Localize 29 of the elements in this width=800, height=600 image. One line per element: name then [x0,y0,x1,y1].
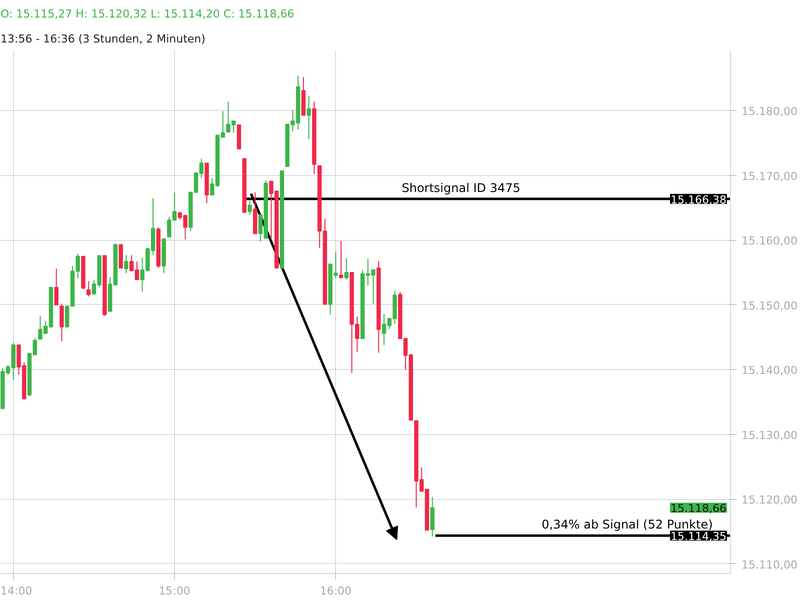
candlestick [54,268,58,306]
candlestick [124,254,128,274]
candlestick [248,200,252,216]
candlestick [118,244,123,268]
candlestick [306,95,311,140]
y-tick-label: 15.110,00 [742,558,798,572]
x-tick-label: 15:00 [158,584,190,598]
annotation: Shortsignal ID 3475 [402,180,520,195]
candlestick [430,496,434,538]
annotation: 0,34% ab Signal (52 Punkte) [542,518,713,532]
y-tick-label: 15.160,00 [742,234,798,248]
y-tick-label: 15.170,00 [742,170,798,183]
candlestick [236,124,242,150]
ref-line-label: 15.166,38 [670,193,726,206]
candlestick [338,240,344,278]
y-tick-label: 15.140,00 [742,364,798,378]
y-tick-label: 15.150,00 [742,299,798,312]
candlestick [86,280,91,297]
chart-title: O: 15.115,27 H: 15.120,32 L: 15.114,20 C: 15.118,66 [0,8,294,20]
y-tick-label: 15.120,00 [742,494,798,507]
y-tick-label: 15.180,00 [742,105,798,118]
chart-subtitle: 13:56 - 16:36 (3 Stunden, 2 Minuten) [0,32,206,46]
y-tick-label: 15.130,00 [742,428,798,442]
annotation: 15.118,66 [670,502,726,516]
x-tick-label: 16:00 [320,584,352,598]
ref-line-label: 15.114,35 [670,530,726,544]
candlestick [60,303,64,342]
candlestick [344,258,349,280]
x-tick-label: 14:00 [0,584,32,598]
